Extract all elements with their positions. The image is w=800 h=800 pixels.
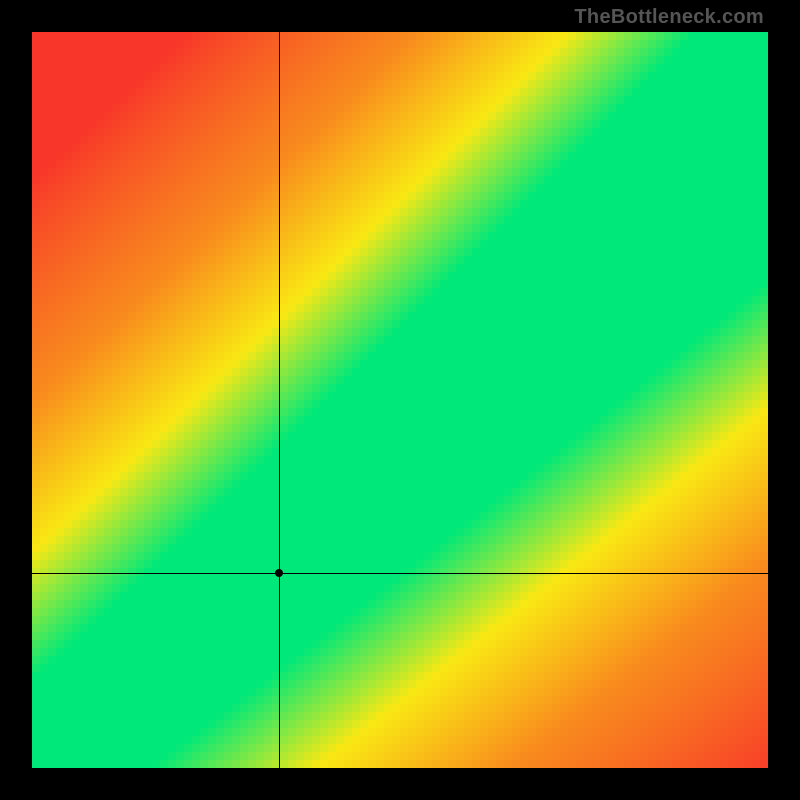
crosshair-vertical xyxy=(279,32,280,768)
crosshair-horizontal xyxy=(32,573,768,574)
plot-area xyxy=(32,32,768,768)
data-point-marker xyxy=(275,569,283,577)
heatmap-canvas xyxy=(32,32,768,768)
watermark-text: TheBottleneck.com xyxy=(574,6,764,29)
